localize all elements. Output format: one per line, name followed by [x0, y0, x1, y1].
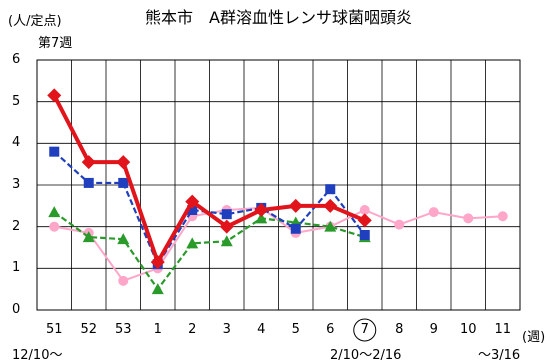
data-point-circle [118, 275, 129, 286]
data-point-triangle [117, 233, 130, 245]
current-week-label: 第7週 [38, 36, 73, 51]
data-point-square [359, 230, 370, 240]
x-axis-unit: (週) [522, 330, 546, 345]
data-point-square [83, 177, 94, 188]
data-point-square [49, 146, 60, 157]
data-point-square [290, 223, 301, 234]
data-point-diamond [219, 219, 234, 234]
series-line [52, 94, 366, 265]
data-point-square [118, 177, 129, 188]
y-tick-label: 0 [12, 302, 21, 317]
x-tick-label: 52 [80, 322, 98, 337]
x-tick-label: 2 [188, 322, 197, 337]
y-tick-label: 3 [12, 177, 21, 192]
current-week-date-range: 2/10～2/16 [330, 348, 402, 363]
x-tick-label: 9 [429, 322, 438, 337]
x-tick-label: 10 [459, 322, 477, 337]
data-point-circle [463, 213, 474, 224]
data-point-circle [428, 207, 439, 218]
data-point-diamond [288, 198, 303, 213]
x-tick-label: 3 [222, 322, 231, 337]
data-point-diamond [150, 255, 165, 270]
x-tick-label: 6 [326, 322, 335, 337]
data-point-circle [49, 221, 60, 232]
x-tick-label: 11 [494, 322, 512, 337]
data-point-triangle [324, 220, 337, 232]
x-tick-label: 51 [45, 322, 63, 337]
y-tick-label: 4 [12, 135, 21, 151]
data-point-circle [359, 205, 370, 215]
data-point-triangle [186, 237, 199, 249]
data-point-circle [497, 211, 508, 222]
data-point-triangle [48, 206, 61, 218]
data-point-triangle [151, 283, 164, 295]
chart-title: 熊本市 A群溶血性レンサ球菌咽頭炎 [145, 8, 412, 27]
x-tick-label: 8 [395, 322, 404, 337]
data-point-diamond [357, 213, 372, 228]
x-tick-label: 7 [360, 322, 369, 337]
data-point-diamond [81, 155, 96, 170]
data-point-square [325, 184, 336, 195]
x-tick-label: 5 [291, 322, 300, 337]
data-point-square [221, 209, 232, 220]
data-point-diamond [47, 88, 62, 103]
data-point-diamond [185, 194, 200, 209]
data-point-diamond [323, 198, 338, 213]
y-tick-label: 2 [12, 218, 21, 234]
current-week-circle [353, 318, 377, 342]
x-tick-label: 53 [114, 322, 132, 337]
series-line [53, 150, 366, 266]
y-tick-label: 5 [12, 93, 21, 109]
data-point-diamond [254, 203, 269, 217]
data-point-square [187, 205, 198, 215]
x-tick-label: 1 [153, 322, 162, 337]
x-tick-label: 4 [257, 322, 266, 337]
data-point-circle [394, 219, 405, 230]
end-date-range: ～3/16 [478, 348, 521, 363]
data-point-diamond [116, 155, 131, 170]
data-point-triangle [255, 212, 268, 224]
start-date-range: 12/10～ [12, 348, 63, 363]
data-point-triangle [220, 235, 233, 247]
y-tick-label: 1 [12, 260, 21, 276]
y-axis-unit: (人/定点) [8, 14, 62, 29]
y-tick-label: 6 [12, 52, 21, 67]
series-line [53, 211, 366, 291]
data-point-triangle [82, 231, 95, 243]
